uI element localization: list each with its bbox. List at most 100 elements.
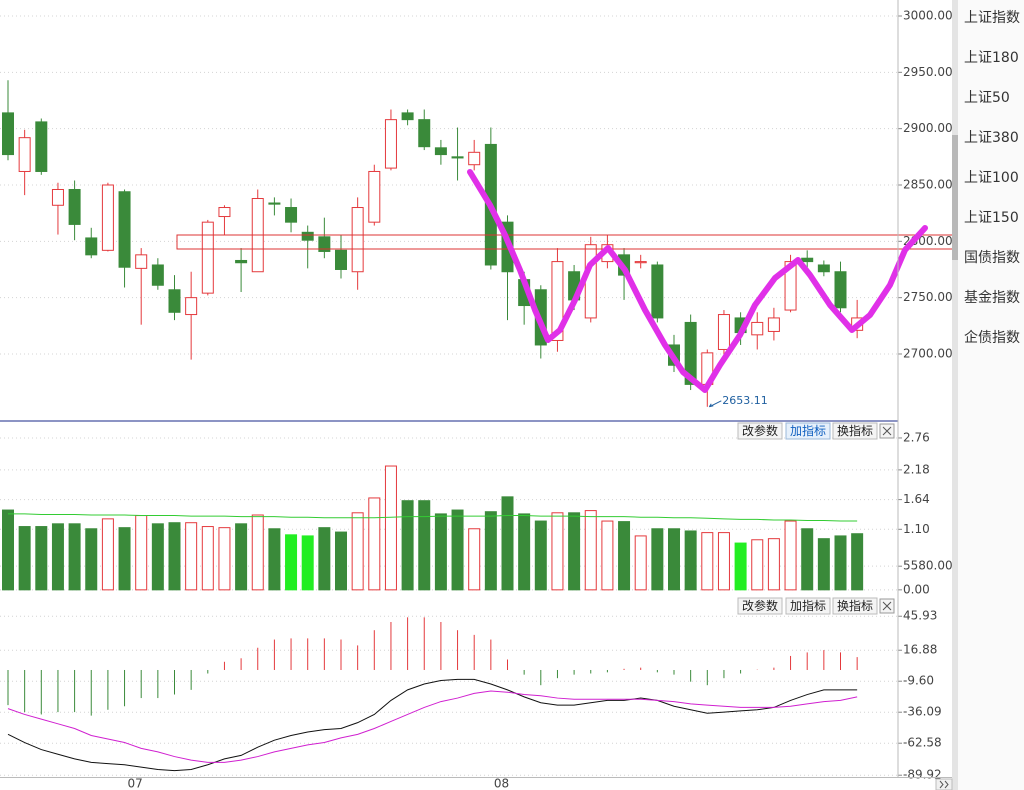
volume-bar: [684, 530, 697, 591]
volume-bar: [451, 509, 464, 591]
candle-body: [51, 188, 64, 206]
index-item[interactable]: 国债指数: [964, 250, 1020, 266]
button[interactable]: [785, 597, 831, 615]
button-label[interactable]: 改参数: [742, 423, 778, 438]
close-icon: [882, 601, 892, 611]
scroll-thumb[interactable]: [952, 135, 958, 260]
volume-bar: [851, 533, 864, 591]
volume-bar: [584, 510, 597, 591]
volume-bar: [201, 526, 214, 591]
index-item[interactable]: 上证380: [964, 130, 1019, 146]
candle-body: [135, 254, 148, 269]
candle-body: [151, 264, 164, 286]
volume-bar: [218, 527, 231, 591]
button-label[interactable]: 换指标: [837, 423, 873, 438]
y-tick-label: 2950.00: [903, 65, 953, 79]
volume-bar: [268, 528, 281, 591]
index-item[interactable]: 基金指数: [964, 289, 1020, 306]
candle-body: [35, 121, 48, 172]
y-tick-label: 45.93: [903, 609, 937, 623]
index-item[interactable]: 上证100: [964, 170, 1019, 186]
volume-bar: [384, 465, 397, 591]
candle-body: [85, 237, 98, 256]
volume-bar: [601, 520, 614, 591]
candle-body: [235, 259, 248, 264]
scroll-right-button[interactable]: [935, 778, 953, 790]
volume-bar: [51, 523, 64, 591]
volume-bar: [418, 500, 431, 591]
volume-bar: [101, 518, 114, 591]
close-icon: [882, 426, 892, 436]
candle-body: [784, 261, 797, 311]
volume-bar: [551, 512, 564, 591]
candle-body: [651, 264, 664, 319]
drawn-stroke: [467, 169, 928, 393]
candle-body: [451, 156, 464, 159]
candle-body: [351, 207, 364, 273]
candle-body: [751, 321, 764, 336]
candle-body: [684, 321, 697, 385]
candle-body: [301, 231, 314, 241]
volume-bar: [401, 500, 414, 591]
volume-bar: [634, 535, 647, 591]
volume-bar: [618, 521, 631, 591]
low-label: 2653.11: [722, 394, 768, 407]
volume-bar: [318, 527, 331, 591]
button-label[interactable]: 加指标: [790, 423, 826, 438]
y-tick-label: -9.60: [903, 674, 934, 688]
volume-bar: [484, 511, 497, 591]
index-item[interactable]: 上证50: [964, 90, 1010, 106]
candle-body: [468, 151, 481, 166]
low-pointer: [708, 400, 722, 408]
volume-bar: [235, 523, 248, 591]
volume-bar: [135, 515, 148, 591]
volume-bar: [801, 528, 814, 591]
index-item[interactable]: 上证指数: [964, 10, 1020, 26]
volume-bar: [2, 509, 14, 591]
volume-bar: [151, 523, 164, 591]
scrollbar[interactable]: [952, 0, 958, 790]
volume-bar: [285, 534, 298, 591]
button-label[interactable]: 改参数: [742, 598, 778, 613]
macd-line: [7, 678, 858, 772]
y-tick-label: 2900.00: [903, 121, 953, 135]
button[interactable]: [832, 422, 878, 440]
button[interactable]: [785, 422, 831, 440]
index-item[interactable]: 企债指数: [964, 329, 1020, 346]
volume-bar: [68, 523, 81, 591]
button[interactable]: [737, 597, 783, 615]
candle-body: [418, 119, 431, 148]
candle-body: [268, 202, 281, 205]
button[interactable]: [737, 422, 783, 440]
index-item[interactable]: 上证150: [964, 210, 1019, 226]
x-tick-label: 08: [494, 777, 509, 790]
button-label[interactable]: 加指标: [790, 598, 826, 613]
candle-body: [101, 184, 114, 251]
button-label[interactable]: 换指标: [837, 598, 873, 613]
y-tick-label: 3000.00: [903, 8, 953, 22]
sidebar: [958, 0, 1024, 790]
volume-bar: [18, 526, 31, 591]
volume-bar: [701, 532, 714, 591]
candle-body: [401, 112, 414, 121]
candle-body: [201, 221, 214, 294]
y-tick-label: 5580.00: [903, 559, 953, 573]
volume-bar: [717, 532, 730, 591]
candle-body: [434, 147, 447, 156]
volume-bar: [767, 538, 780, 591]
volume-bar: [434, 513, 447, 591]
candle-body: [834, 271, 847, 309]
y-tick-label: 2.76: [903, 430, 930, 444]
button[interactable]: [832, 597, 878, 615]
candle-body: [551, 261, 564, 341]
y-tick-label: 2850.00: [903, 177, 953, 191]
volume-bar: [251, 514, 264, 591]
candle-body: [335, 249, 347, 270]
volume-bar: [568, 512, 581, 591]
index-item[interactable]: 上证180: [964, 50, 1019, 66]
y-tick-label: 2700.00: [903, 346, 953, 360]
candle-body: [185, 297, 198, 316]
candle-body: [318, 236, 331, 252]
candle-body: [767, 317, 780, 332]
